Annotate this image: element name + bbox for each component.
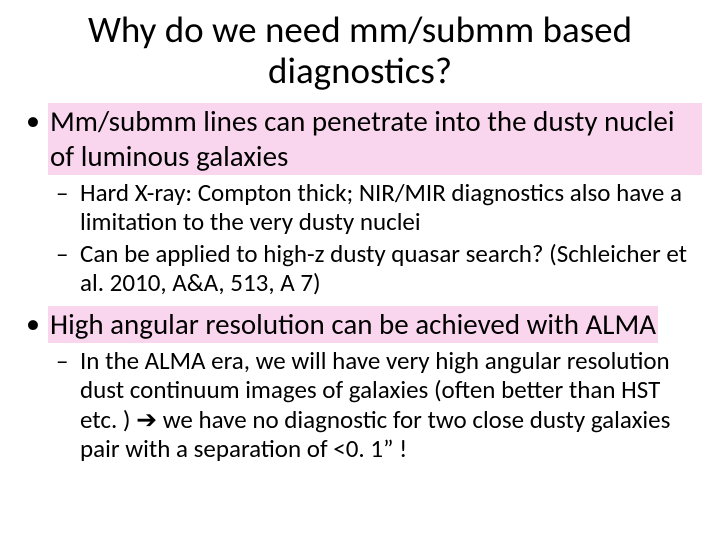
bullet-dot-icon: • [18,306,48,341]
bullet-level-2: – Hard X-ray: Compton thick; NIR/MIR dia… [56,178,702,237]
bullet-text: Mm/submm lines can penetrate into the du… [48,103,702,175]
bullet-dot-icon: • [18,103,48,138]
bullet-text: Can be applied to high-z dusty quasar se… [80,239,702,298]
bullet-level-2: – In the ALMA era, we will have very hig… [56,346,702,464]
bullet-text: In the ALMA era, we will have very high … [80,346,702,464]
slide-content: • Mm/submm lines can penetrate into the … [0,103,720,463]
bullet-dash-icon: – [56,239,80,269]
slide-title: Why do we need mm/submm based diagnostic… [0,10,720,103]
bullet-text: High angular resolution can be achieved … [48,306,658,343]
bullet-dash-icon: – [56,346,80,376]
sub-bullet-group: – In the ALMA era, we will have very hig… [18,346,702,464]
bullet-text: Hard X-ray: Compton thick; NIR/MIR diagn… [80,178,702,237]
slide: Why do we need mm/submm based diagnostic… [0,0,720,540]
bullet-level-2: – Can be applied to high-z dusty quasar … [56,239,702,298]
bullet-level-1: • Mm/submm lines can penetrate into the … [18,103,702,175]
sub-bullet-group: – Hard X-ray: Compton thick; NIR/MIR dia… [18,178,702,298]
bullet-dash-icon: – [56,178,80,208]
bullet-level-1: • High angular resolution can be achieve… [18,306,702,343]
